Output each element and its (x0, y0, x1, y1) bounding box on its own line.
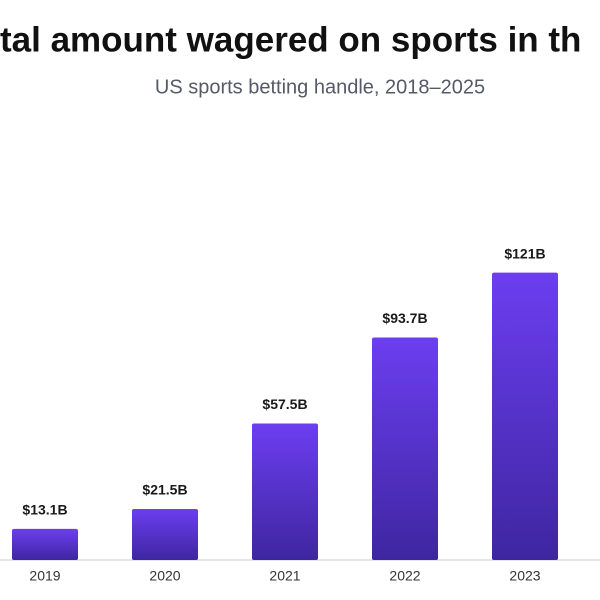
value-label: $21.5B (142, 482, 187, 498)
x-tick-label: 2021 (269, 568, 300, 584)
value-label: $93.7B (382, 310, 427, 326)
value-label: $121B (504, 245, 545, 261)
chart-title: tal amount wagered on sports in th (0, 20, 581, 59)
value-label: $57.5B (262, 396, 307, 412)
x-tick-label: 2023 (509, 568, 540, 584)
bar (132, 508, 198, 560)
chart-subtitle: US sports betting handle, 2018–2025 (155, 76, 485, 98)
value-label: $13.1B (22, 502, 67, 518)
bar (252, 423, 318, 560)
x-tick-label: 2022 (389, 568, 420, 584)
x-tick-label: 2019 (29, 568, 60, 584)
x-tick-label: 2020 (149, 568, 180, 584)
bar (12, 528, 78, 560)
bar (372, 337, 438, 560)
bar (492, 272, 558, 560)
